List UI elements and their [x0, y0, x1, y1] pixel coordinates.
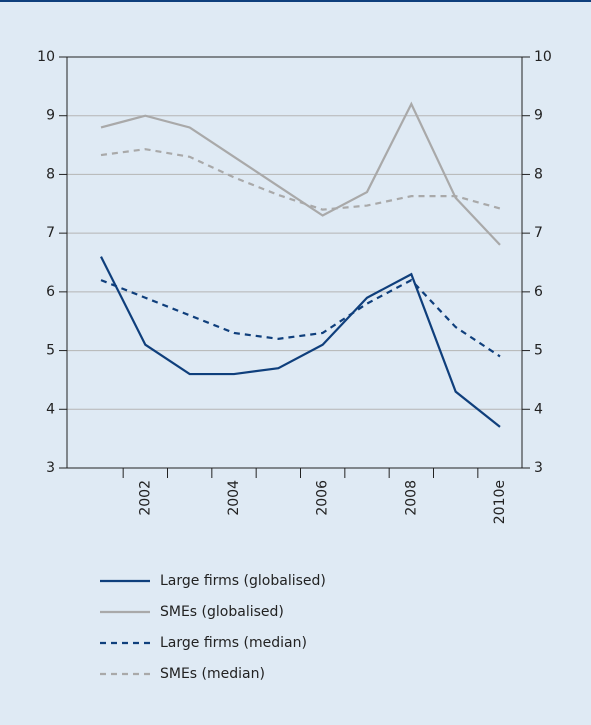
x-tick-label: 2004	[226, 480, 242, 516]
top-border	[0, 0, 591, 2]
y-tick-label: 4	[46, 401, 55, 417]
x-tick-label: 2006	[315, 480, 331, 516]
x-tick-label: 2002	[137, 480, 153, 516]
x-tick-label: 2010e	[492, 480, 508, 524]
y2-tick-label: 10	[534, 49, 552, 65]
y2-tick-label: 9	[534, 108, 543, 124]
y2-tick-label: 5	[534, 343, 543, 359]
y-tick-label: 9	[46, 108, 55, 124]
y-tick-label: 5	[46, 343, 55, 359]
series-line	[100, 256, 501, 428]
x-tick-label: 2008	[403, 480, 419, 516]
y-tick-label: 8	[46, 166, 55, 182]
legend-label: SMEs (globalised)	[160, 604, 284, 620]
y2-tick-label: 6	[534, 284, 543, 300]
series-line	[100, 148, 501, 211]
y2-tick-label: 7	[534, 225, 543, 241]
y2-tick-label: 8	[534, 166, 543, 182]
plot-frame	[66, 56, 523, 469]
y2-tick-label: 4	[534, 401, 543, 417]
series-line	[100, 278, 501, 358]
legend-label: Large firms (median)	[160, 635, 307, 651]
y-tick-label: 7	[46, 225, 55, 241]
y-tick-label: 3	[46, 460, 55, 476]
y-tick-label: 6	[46, 284, 55, 300]
series-line	[100, 101, 501, 246]
y2-tick-label: 3	[534, 460, 543, 476]
legend-label: Large firms (globalised)	[160, 573, 326, 589]
y-tick-label: 10	[37, 49, 55, 65]
legend-label: SMEs (median)	[160, 666, 265, 682]
